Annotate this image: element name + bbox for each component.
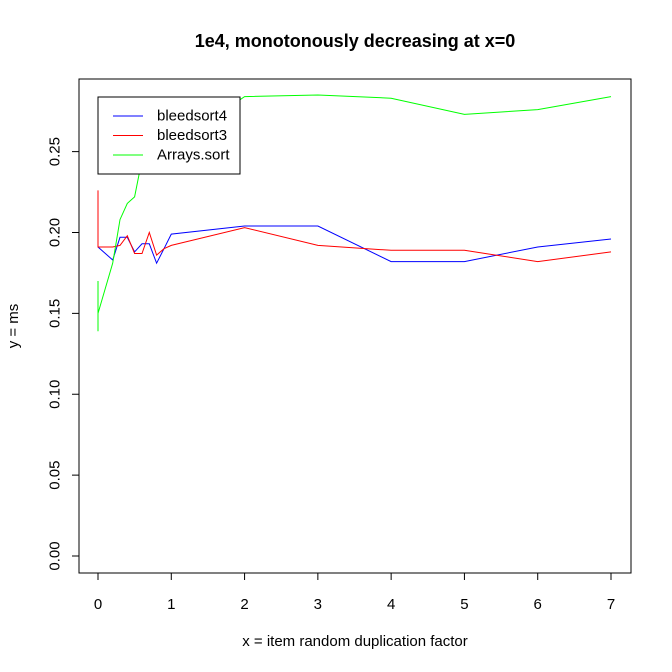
legend-label-arrays-sort: Arrays.sort: [157, 147, 230, 164]
x-tick-label: 6: [534, 596, 542, 613]
x-tick-label: 0: [94, 596, 102, 613]
x-tick-label: 5: [460, 596, 468, 613]
x-tick-label: 4: [387, 596, 395, 613]
y-tick-label: 0.00: [47, 541, 64, 570]
x-tick-label: 1: [167, 596, 175, 613]
x-axis-label: x = item random duplication factor: [242, 633, 468, 650]
y-tick-label: 0.25: [47, 137, 64, 166]
y-tick-label: 0.05: [47, 461, 64, 490]
x-tick-label: 7: [607, 596, 615, 613]
y-tick-label: 0.10: [47, 380, 64, 409]
y-tick-label: 0.20: [47, 218, 64, 247]
y-tick-label: 0.15: [47, 299, 64, 328]
y-axis: 0.00 0.05 0.10 0.15 0.20 0.25: [47, 137, 80, 571]
series-line-bleedsort4: [97, 225, 612, 265]
x-tick-label: 2: [240, 596, 248, 613]
legend: bleedsort4 bleedsort3 Arrays.sort: [97, 96, 241, 175]
x-axis: 0 1 2 3 4 5 6 7: [94, 572, 615, 613]
legend-label-bleedsort3: bleedsort3: [157, 127, 227, 144]
series-line-bleedsort3: [97, 190, 612, 263]
chart-title: 1e4, monotonously decreasing at x=0: [195, 31, 516, 51]
x-tick-label: 3: [314, 596, 322, 613]
legend-label-bleedsort4: bleedsort4: [157, 108, 227, 125]
y-axis-label: y = ms: [5, 304, 22, 349]
